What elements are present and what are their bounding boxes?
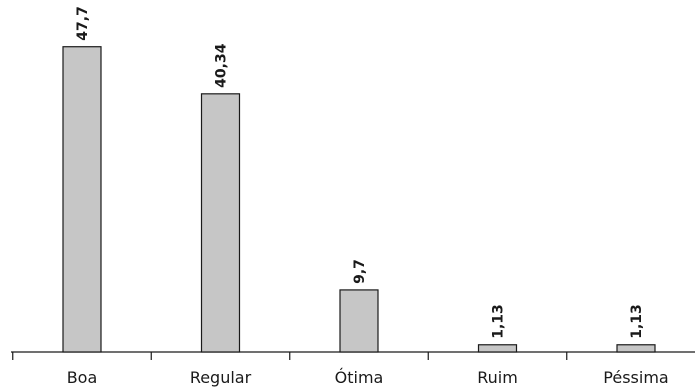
bar-ótima: [339, 289, 379, 353]
x-axis: [11, 351, 695, 360]
bar-ruim: [477, 344, 518, 353]
bar-péssima: [616, 344, 656, 353]
value-label: 40,34: [214, 43, 230, 88]
value-label: 1,13: [491, 304, 507, 339]
category-label: Ruim: [477, 368, 518, 387]
category-label: Boa: [67, 368, 98, 387]
value-labels-group: 47,7 40,34 9,7 1,13 1,13: [75, 6, 645, 339]
value-label: 47,7: [75, 6, 91, 41]
value-label: 9,7: [352, 259, 368, 284]
bar-boa: [62, 46, 102, 353]
category-label: Péssima: [603, 368, 668, 387]
category-labels-group: Boa Regular Ótima Ruim Péssima: [67, 368, 669, 387]
category-label: Ótima: [335, 368, 384, 387]
category-label: Regular: [190, 368, 252, 387]
bars-group: [62, 46, 656, 353]
value-label: 1,13: [629, 304, 645, 339]
bar-regular: [200, 93, 241, 353]
